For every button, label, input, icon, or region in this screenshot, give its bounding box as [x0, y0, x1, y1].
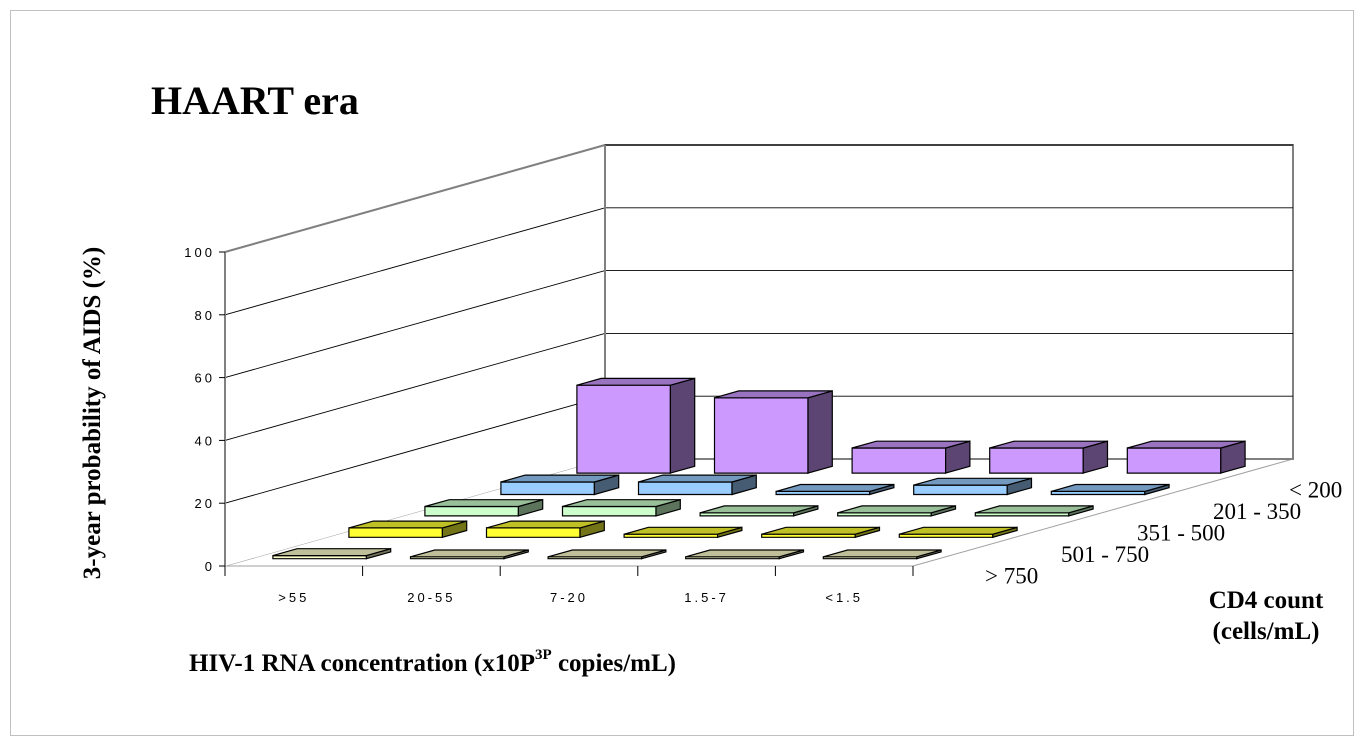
- x-tick-label: <1.5: [825, 590, 863, 605]
- bar: [272, 547, 392, 560]
- y-tick-label: 0: [205, 559, 215, 574]
- bar: [500, 474, 620, 496]
- chart-bars: [272, 377, 1246, 560]
- x-axis-label-sup: 3P: [535, 647, 552, 663]
- chart-walls: [224, 144, 1294, 567]
- x-tick-label: 7-20: [550, 590, 588, 605]
- bar: [1050, 483, 1170, 496]
- x-axis-label: HIV-1 RNA concentration (x10P3P copies/m…: [189, 647, 676, 677]
- bar: [409, 549, 529, 560]
- bar: [1126, 440, 1246, 474]
- bar: [898, 526, 1018, 539]
- wall-top-edge: [224, 144, 606, 253]
- depth-tick-label: > 750: [985, 563, 1038, 588]
- depth-axis-label-line2: (cells/mL): [1213, 618, 1320, 645]
- depth-tick-label: 201 - 350: [1213, 499, 1301, 524]
- side-wall: [225, 145, 605, 566]
- bar: [623, 526, 743, 539]
- x-axis-label-rest: copies/mL): [552, 650, 676, 677]
- y-tick-label: 100: [184, 245, 215, 260]
- depth-tick-label: < 200: [1289, 478, 1342, 503]
- chart-title: HAART era: [151, 78, 359, 123]
- bar: [547, 549, 667, 560]
- bar: [561, 498, 681, 517]
- depth-tick-label: 501 - 750: [1061, 542, 1149, 567]
- y-axis-label: 3-year probability of AIDS (%): [79, 247, 106, 579]
- depth-tick-label: 351 - 500: [1137, 521, 1225, 546]
- bar: [685, 549, 805, 560]
- bar: [348, 520, 468, 539]
- y-tick-label: 20: [195, 496, 215, 511]
- bar: [851, 440, 971, 474]
- chart-canvas: HAART era 0 20 40 60 80 100 >55 20-55 7-20 1.5-7…: [79, 78, 1342, 677]
- back-wall: [604, 144, 1294, 460]
- bar: [576, 377, 696, 474]
- bar: [989, 440, 1109, 474]
- bar: [637, 474, 757, 496]
- y-tick-label: 40: [195, 433, 215, 448]
- bar: [699, 505, 819, 517]
- y-tick-label: 80: [195, 308, 215, 323]
- x-axis-label-main: HIV-1 RNA concentration (x10P: [189, 650, 535, 677]
- bar: [713, 390, 833, 474]
- x-tick-label: 1.5-7: [684, 590, 729, 605]
- x-axis-ticks: >55 20-55 7-20 1.5-7 <1.5: [224, 566, 914, 605]
- x-tick-label: 20-55: [407, 590, 455, 605]
- bar: [974, 505, 1094, 517]
- bar: [424, 498, 544, 517]
- y-tick-label: 60: [195, 371, 215, 386]
- chart-frame: HAART era 0 20 40 60 80 100 >55 20-55 7-20 1.5-7…: [10, 10, 1354, 736]
- bar: [775, 483, 895, 496]
- bar: [485, 520, 605, 539]
- x-tick-label: >55: [278, 590, 309, 605]
- bar: [913, 477, 1033, 496]
- y-axis-ticks: 0 20 40 60 80 100: [184, 245, 225, 574]
- bar: [822, 549, 942, 560]
- bar: [761, 526, 881, 539]
- bar: [837, 505, 957, 517]
- depth-axis-label-line1: CD4 count: [1209, 587, 1324, 614]
